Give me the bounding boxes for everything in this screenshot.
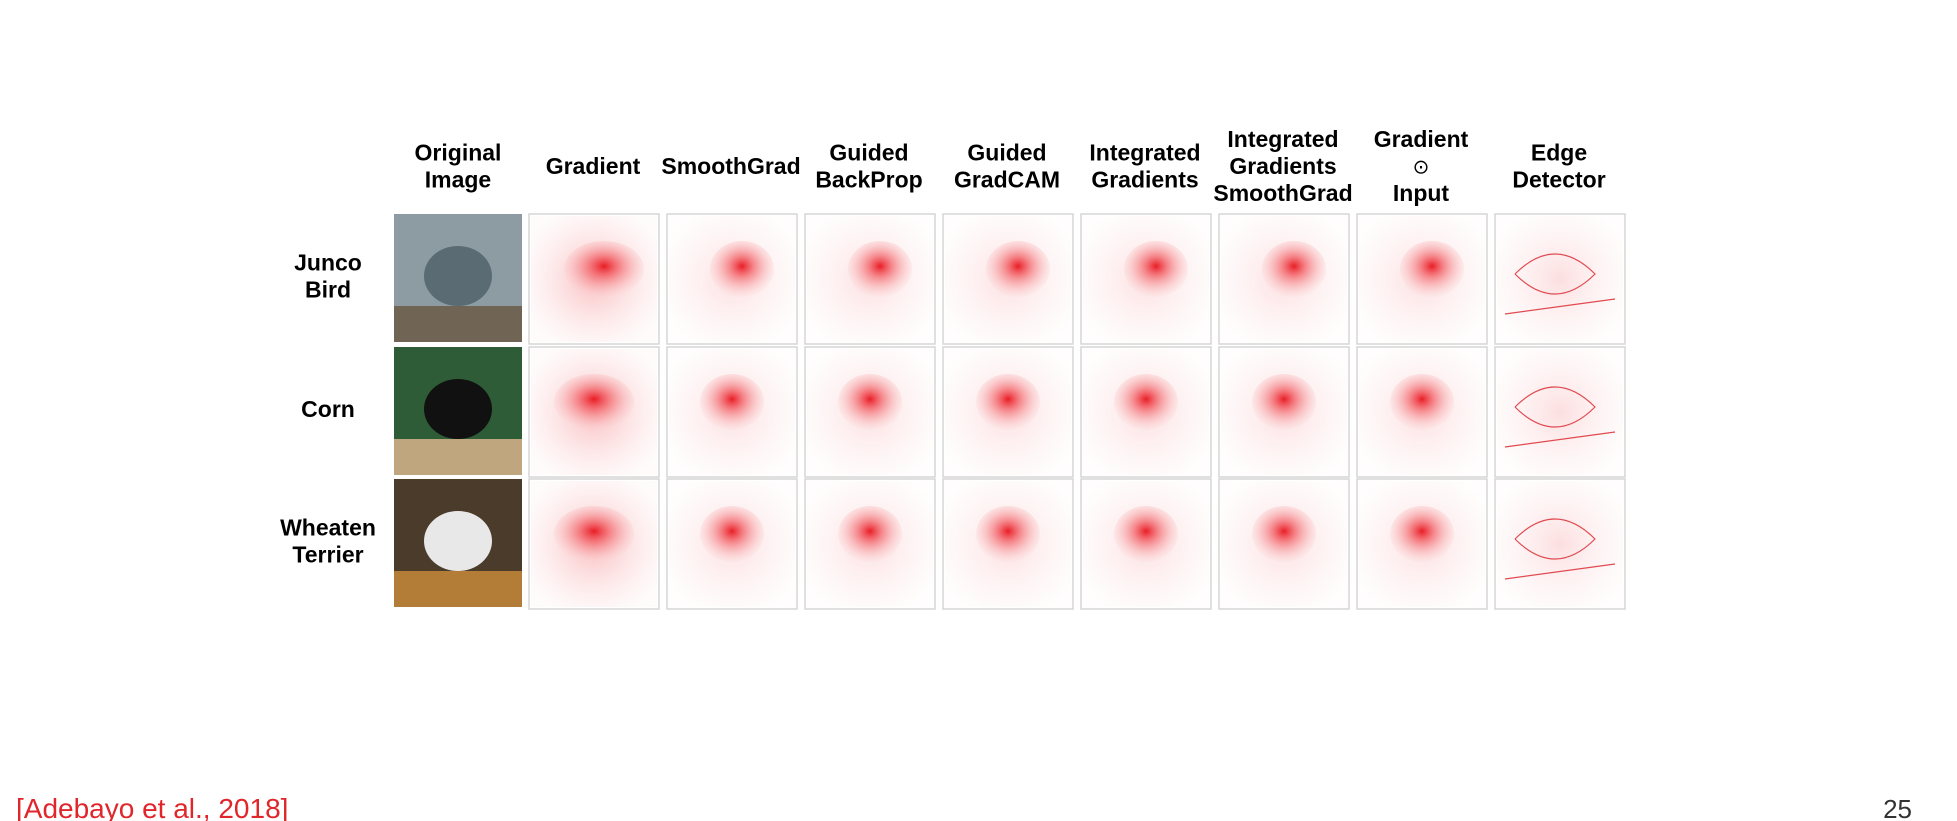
saliency-hotspot bbox=[700, 506, 764, 562]
saliency-background bbox=[1497, 349, 1623, 475]
column-header: Gradient bbox=[1374, 126, 1469, 152]
saliency-hotspot bbox=[848, 241, 912, 297]
row-label: Bird bbox=[305, 277, 351, 303]
image-subject bbox=[424, 511, 492, 571]
saliency-hotspot bbox=[1114, 374, 1178, 430]
column-header: GradCAM bbox=[954, 167, 1060, 193]
row-label: Junco bbox=[294, 250, 362, 276]
image-ground bbox=[394, 571, 522, 607]
saliency-hotspot bbox=[976, 374, 1040, 430]
column-header: SmoothGrad bbox=[661, 153, 800, 179]
saliency-hotspot bbox=[554, 506, 634, 562]
saliency-hotspot bbox=[976, 506, 1040, 562]
column-header: SmoothGrad bbox=[1213, 180, 1352, 206]
column-header: Guided bbox=[967, 140, 1046, 166]
saliency-hotspot bbox=[838, 374, 902, 430]
column-header: Gradients bbox=[1091, 167, 1198, 193]
saliency-hotspot bbox=[1390, 374, 1454, 430]
column-header: Image bbox=[425, 167, 491, 193]
column-header: Gradients bbox=[1229, 153, 1336, 179]
row-label: Corn bbox=[301, 396, 355, 422]
page-number: 25 bbox=[1883, 794, 1912, 821]
image-subject bbox=[424, 246, 492, 306]
column-header: Edge bbox=[1531, 140, 1587, 166]
column-header: Detector bbox=[1512, 167, 1605, 193]
saliency-hotspot bbox=[564, 241, 644, 297]
column-header: Guided bbox=[829, 140, 908, 166]
row-label: Wheaten bbox=[280, 515, 376, 541]
saliency-hotspot bbox=[700, 374, 764, 430]
saliency-background bbox=[1497, 216, 1623, 342]
row-label: Terrier bbox=[292, 542, 363, 568]
image-ground bbox=[394, 439, 522, 475]
saliency-hotspot bbox=[1252, 506, 1316, 562]
edge-sketch bbox=[1504, 386, 1616, 448]
column-header: Integrated bbox=[1227, 126, 1338, 152]
saliency-hotspot bbox=[1252, 374, 1316, 430]
saliency-hotspot bbox=[710, 241, 774, 297]
column-header: Integrated bbox=[1089, 140, 1200, 166]
column-header: ⊙ bbox=[1413, 156, 1430, 178]
saliency-hotspot bbox=[838, 506, 902, 562]
column-header: Gradient bbox=[546, 153, 641, 179]
column-header: Original bbox=[415, 140, 502, 166]
image-ground bbox=[394, 306, 522, 342]
image-subject bbox=[424, 379, 492, 439]
saliency-hotspot bbox=[1114, 506, 1178, 562]
edge-sketch bbox=[1504, 253, 1616, 315]
saliency-hotspot bbox=[986, 241, 1050, 297]
column-header: Input bbox=[1393, 180, 1450, 206]
edge-sketch bbox=[1504, 518, 1616, 580]
saliency-hotspot bbox=[1124, 241, 1188, 297]
saliency-hotspot bbox=[1390, 506, 1454, 562]
column-header: BackProp bbox=[815, 167, 922, 193]
saliency-background bbox=[1497, 481, 1623, 607]
saliency-hotspot bbox=[1400, 241, 1464, 297]
citation: [Adebayo et al., 2018] bbox=[16, 793, 288, 821]
saliency-hotspot bbox=[1262, 241, 1326, 297]
saliency-hotspot bbox=[554, 374, 634, 430]
